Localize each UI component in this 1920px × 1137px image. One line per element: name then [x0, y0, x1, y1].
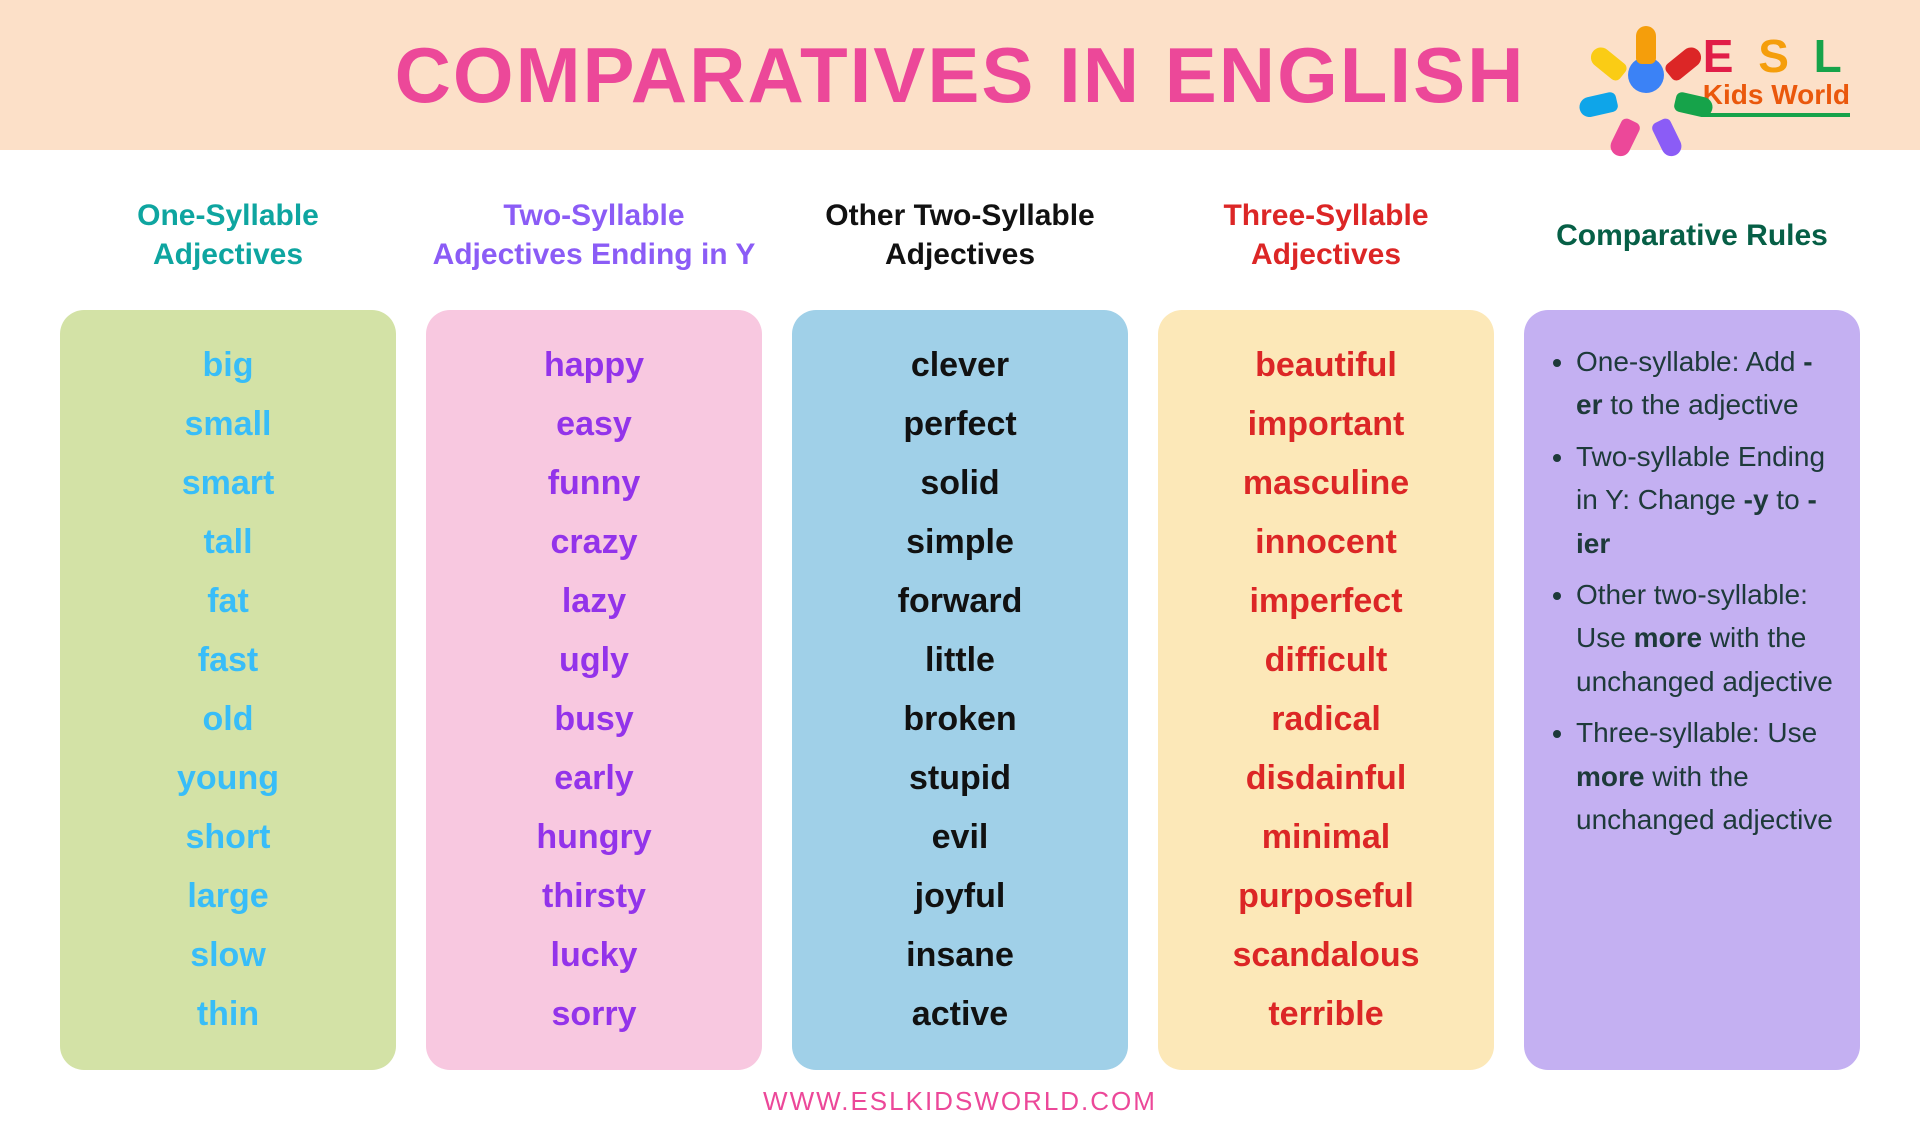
- rule-bold: -y: [1744, 484, 1769, 515]
- word-item: clever: [911, 340, 1009, 391]
- word-item: happy: [544, 340, 644, 391]
- word-item: disdainful: [1246, 753, 1407, 804]
- rule-item: Three-syllable: Use more with the unchan…: [1576, 711, 1836, 841]
- word-item: large: [187, 871, 268, 922]
- rule-bold: more: [1634, 622, 1702, 653]
- word-item: slow: [190, 930, 266, 981]
- word-item: ugly: [559, 635, 629, 686]
- word-list: beautiful important masculine innocent imper…: [1182, 340, 1470, 1040]
- brand-logo: E S L Kids World: [1601, 30, 1850, 120]
- logo-letter-e: E: [1703, 30, 1740, 82]
- word-item: difficult: [1265, 635, 1388, 686]
- logo-letter-s: S: [1758, 30, 1795, 82]
- rule-item: Two-syllable Ending in Y: Change -y to -…: [1576, 435, 1836, 565]
- word-item: fat: [207, 576, 249, 627]
- rule-text: to the adjective: [1602, 389, 1798, 420]
- word-item: important: [1248, 399, 1405, 450]
- column-body: big small smart tall fat fast old young short lar…: [60, 310, 396, 1070]
- column-header: Three-Syllable Adjectives: [1158, 190, 1494, 280]
- column-body: happy easy funny crazy lazy ugly busy early hung…: [426, 310, 762, 1070]
- column-header: Other Two-Syllable Adjectives: [792, 190, 1128, 280]
- word-item: smart: [182, 458, 275, 509]
- word-item: broken: [903, 694, 1016, 745]
- word-item: radical: [1271, 694, 1381, 745]
- word-item: terrible: [1268, 989, 1383, 1040]
- word-item: innocent: [1255, 517, 1397, 568]
- column: Other Two-Syllable Adjectives clever perfe…: [792, 190, 1128, 1070]
- word-item: thirsty: [542, 871, 646, 922]
- column: Two-Syllable Adjectives Ending in Y happy…: [426, 190, 762, 1070]
- logo-petal-icon: [1587, 43, 1629, 82]
- column: Three-Syllable Adjectives beautiful import…: [1158, 190, 1494, 1070]
- logo-letter-l: L: [1814, 30, 1848, 82]
- word-item: solid: [920, 458, 999, 509]
- word-item: funny: [548, 458, 641, 509]
- word-item: beautiful: [1255, 340, 1397, 391]
- word-item: tall: [203, 517, 252, 568]
- rules-list: One-syllable: Add -er to the adjectiveTw…: [1548, 340, 1836, 841]
- column-header: Two-Syllable Adjectives Ending in Y: [426, 190, 762, 280]
- rule-text: One-syllable: Add: [1576, 346, 1803, 377]
- column-header: Comparative Rules: [1524, 190, 1860, 280]
- rule-item: One-syllable: Add -er to the adjective: [1576, 340, 1836, 427]
- word-item: crazy: [551, 517, 638, 568]
- word-item: imperfect: [1249, 576, 1402, 627]
- word-list: big small smart tall fat fast old young short lar…: [84, 340, 372, 1040]
- rules-body: One-syllable: Add -er to the adjectiveTw…: [1524, 310, 1860, 1070]
- word-item: short: [186, 812, 271, 863]
- word-item: fast: [198, 635, 258, 686]
- column-body: beautiful important masculine innocent imper…: [1158, 310, 1494, 1070]
- word-list: happy easy funny crazy lazy ugly busy early hung…: [450, 340, 738, 1040]
- word-item: evil: [932, 812, 989, 863]
- word-item: sorry: [551, 989, 636, 1040]
- page-title: COMPARATIVES IN ENGLISH: [395, 30, 1526, 121]
- word-item: little: [925, 635, 995, 686]
- word-item: joyful: [915, 871, 1006, 922]
- rule-item: Other two-syllable: Use more with the un…: [1576, 573, 1836, 703]
- logo-icon: [1601, 30, 1691, 120]
- column-rules: Comparative Rules One-syllable: Add -er t…: [1524, 190, 1860, 1070]
- column-header: One-Syllable Adjectives: [60, 190, 396, 280]
- word-item: young: [177, 753, 279, 804]
- word-item: hungry: [536, 812, 651, 863]
- word-item: lazy: [562, 576, 626, 627]
- word-item: busy: [554, 694, 633, 745]
- word-item: forward: [898, 576, 1023, 627]
- column-body: clever perfect solid simple forward little bro…: [792, 310, 1128, 1070]
- logo-text: E S L Kids World: [1703, 33, 1850, 117]
- word-item: masculine: [1243, 458, 1409, 509]
- rule-bold: more: [1576, 761, 1644, 792]
- rule-text: Three-syllable: Use: [1576, 717, 1817, 748]
- word-item: early: [554, 753, 633, 804]
- column: One-Syllable Adjectives big small smart tall…: [60, 190, 396, 1070]
- word-item: lucky: [551, 930, 638, 981]
- word-item: simple: [906, 517, 1014, 568]
- footer-url: WWW.ESLKIDSWORLD.COM: [60, 1086, 1860, 1117]
- word-item: stupid: [909, 753, 1011, 804]
- word-item: old: [203, 694, 254, 745]
- word-item: thin: [197, 989, 259, 1040]
- content-area: One-Syllable Adjectives big small smart tall…: [0, 150, 1920, 1137]
- logo-kids-world: Kids World: [1703, 79, 1850, 117]
- word-item: perfect: [903, 399, 1016, 450]
- logo-petal-icon: [1663, 43, 1705, 82]
- rule-text: to: [1769, 484, 1808, 515]
- word-item: purposeful: [1238, 871, 1414, 922]
- word-item: scandalous: [1232, 930, 1419, 981]
- word-item: small: [185, 399, 272, 450]
- logo-esl: E S L: [1703, 33, 1850, 79]
- word-item: minimal: [1262, 812, 1390, 863]
- word-item: big: [203, 340, 254, 391]
- word-item: easy: [556, 399, 632, 450]
- word-item: insane: [906, 930, 1014, 981]
- word-list: clever perfect solid simple forward little bro…: [816, 340, 1104, 1040]
- columns-row: One-Syllable Adjectives big small smart tall…: [60, 190, 1860, 1070]
- word-item: active: [912, 989, 1008, 1040]
- header-banner: COMPARATIVES IN ENGLISH E S L Kids World: [0, 0, 1920, 150]
- logo-petal-icon: [1636, 26, 1656, 64]
- logo-petal-icon: [1577, 91, 1619, 119]
